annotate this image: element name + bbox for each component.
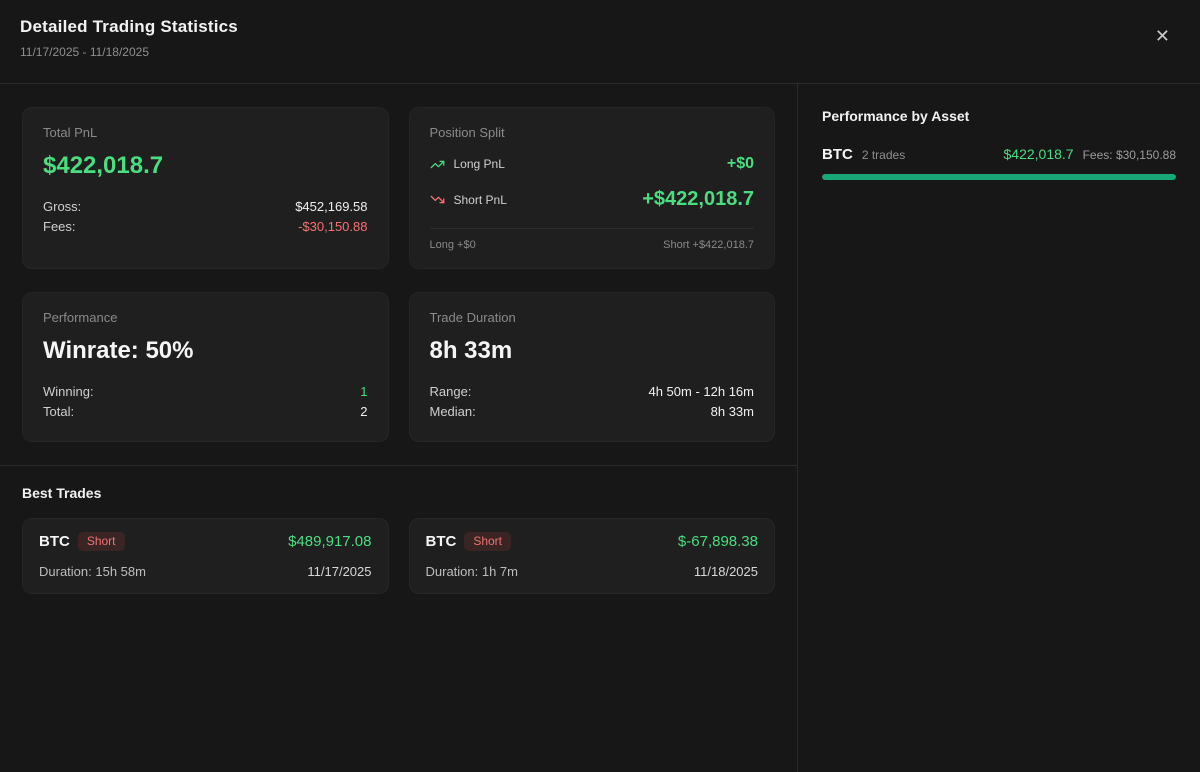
footer-short-summary: Short +$422,018.7 xyxy=(663,239,754,251)
statistics-main: Total PnL $422,018.7 Gross: $452,169.58 … xyxy=(0,84,798,772)
best-trades-title: Best Trades xyxy=(22,485,102,501)
asset-values: $422,018.7 Fees: $30,150.88 xyxy=(1004,146,1176,162)
best-trades-section: Best Trades BTC Short $489,917.08 Durati… xyxy=(0,466,797,613)
best-trades-grid: BTC Short $489,917.08 Duration: 15h 58m … xyxy=(22,518,775,594)
total-pnl-value: $422,018.7 xyxy=(43,152,164,179)
best-trades-divider xyxy=(0,465,797,466)
asset-row: BTC 2 trades $422,018.7 Fees: $30,150.88 xyxy=(822,146,1176,180)
median-row: Median: 8h 33m xyxy=(430,401,755,421)
performance-label: Performance xyxy=(43,310,118,325)
total-pnl-card: Total PnL $422,018.7 Gross: $452,169.58 … xyxy=(22,107,389,269)
trade-top-row: BTC Short $-67,898.38 xyxy=(425,532,758,551)
stat-cards-grid: Total PnL $422,018.7 Gross: $452,169.58 … xyxy=(0,84,797,465)
median-label: Median: xyxy=(429,403,476,419)
long-pnl-value: +$0 xyxy=(726,155,754,172)
short-pnl-label: Short PnL xyxy=(453,192,507,207)
trend-up-icon xyxy=(430,157,445,172)
trade-pnl: $-67,898.38 xyxy=(677,533,758,550)
trade-date: 11/17/2025 xyxy=(307,564,372,579)
date-range: 11/17/2025 - 11/18/2025 xyxy=(20,45,149,59)
long-pnl-row: Long PnL +$0 xyxy=(430,155,754,173)
trade-duration-label: Trade Duration xyxy=(429,310,516,325)
gross-value: $452,169.58 xyxy=(295,198,368,214)
fees-value: -$30,150.88 xyxy=(298,218,368,234)
close-icon: ✕ xyxy=(1154,26,1170,46)
footer-long-summary: Long +$0 xyxy=(429,239,476,251)
fees-row: Fees: -$30,150.88 xyxy=(43,216,368,236)
trade-pnl: $489,917.08 xyxy=(288,533,372,550)
gross-label: Gross: xyxy=(43,198,82,214)
winning-value: 1 xyxy=(360,383,368,399)
asset-symbol: BTC xyxy=(822,146,853,163)
trade-bottom-row: Duration: 1h 7m 11/18/2025 xyxy=(426,564,759,579)
asset-line: BTC 2 trades $422,018.7 Fees: $30,150.88 xyxy=(822,146,1176,163)
trade-bottom-row: Duration: 15h 58m 11/17/2025 xyxy=(39,564,372,579)
trade-symbol: BTC xyxy=(39,533,70,550)
header-text: Detailed Trading Statistics 11/17/2025 -… xyxy=(20,17,238,59)
trade-side-badge: Short xyxy=(464,532,512,551)
performance-rows: Winning: 1 Total: 2 xyxy=(43,381,368,421)
modal-body: Total PnL $422,018.7 Gross: $452,169.58 … xyxy=(0,84,1200,772)
position-split-label: Position Split xyxy=(429,125,505,140)
winning-label: Winning: xyxy=(43,383,94,399)
trade-date: 11/18/2025 xyxy=(693,564,758,579)
long-pnl-label: Long PnL xyxy=(453,157,505,171)
position-split-footer: Long +$0 Short +$422,018.7 xyxy=(429,228,754,251)
performance-by-asset-title: Performance by Asset xyxy=(822,108,970,124)
performance-card: Performance Winrate: 50% Winning: 1 Tota… xyxy=(22,292,389,442)
position-split-card: Position Split Long PnL +$0 Short PnL +$… xyxy=(408,107,775,269)
best-trade-card: BTC Short $489,917.08 Duration: 15h 58m … xyxy=(22,518,389,594)
trade-duration-rows: Range: 4h 50m - 12h 16m Median: 8h 33m xyxy=(430,381,755,421)
trend-down-icon xyxy=(430,192,445,207)
winning-row: Winning: 1 xyxy=(43,381,368,401)
total-pnl-rows: Gross: $452,169.58 Fees: -$30,150.88 xyxy=(43,196,368,236)
total-value: 2 xyxy=(360,403,368,419)
asset-pnl: $422,018.7 xyxy=(1003,146,1074,162)
trade-duration: Duration: 15h 58m xyxy=(39,564,146,579)
close-button[interactable]: ✕ xyxy=(1149,21,1176,51)
asset-progress-track xyxy=(822,174,1176,180)
trade-duration-value: 8h 33m xyxy=(429,337,513,364)
trade-duration-card: Trade Duration 8h 33m Range: 4h 50m - 12… xyxy=(408,292,775,442)
range-value: 4h 50m - 12h 16m xyxy=(648,383,754,399)
winrate-value: Winrate: 50% xyxy=(43,337,194,364)
trade-symbol: BTC xyxy=(425,533,457,550)
best-trade-card: BTC Short $-67,898.38 Duration: 1h 7m 11… xyxy=(408,518,775,594)
range-row: Range: 4h 50m - 12h 16m xyxy=(430,381,755,401)
asset-progress-bar xyxy=(822,174,1176,180)
asset-trade-count: 2 trades xyxy=(861,148,906,162)
median-value: 8h 33m xyxy=(710,403,754,419)
performance-by-asset-panel: Performance by Asset BTC 2 trades $422,0… xyxy=(798,84,1200,772)
page-title: Detailed Trading Statistics xyxy=(20,17,238,36)
short-pnl-value: +$422,018.7 xyxy=(642,188,754,210)
trade-top-row: BTC Short $489,917.08 xyxy=(39,532,372,551)
range-label: Range: xyxy=(429,383,472,399)
trade-side-badge: Short xyxy=(77,532,125,551)
gross-row: Gross: $452,169.58 xyxy=(43,196,368,216)
total-label: Total: xyxy=(43,403,75,419)
total-row: Total: 2 xyxy=(43,401,368,421)
asset-fees: Fees: $30,150.88 xyxy=(1082,148,1176,162)
fees-label: Fees: xyxy=(43,218,76,234)
short-pnl-row: Short PnL +$422,018.7 xyxy=(430,188,754,211)
total-pnl-label: Total PnL xyxy=(43,125,98,140)
trade-duration: Duration: 1h 7m xyxy=(425,564,519,579)
modal-header: Detailed Trading Statistics 11/17/2025 -… xyxy=(0,0,1200,84)
